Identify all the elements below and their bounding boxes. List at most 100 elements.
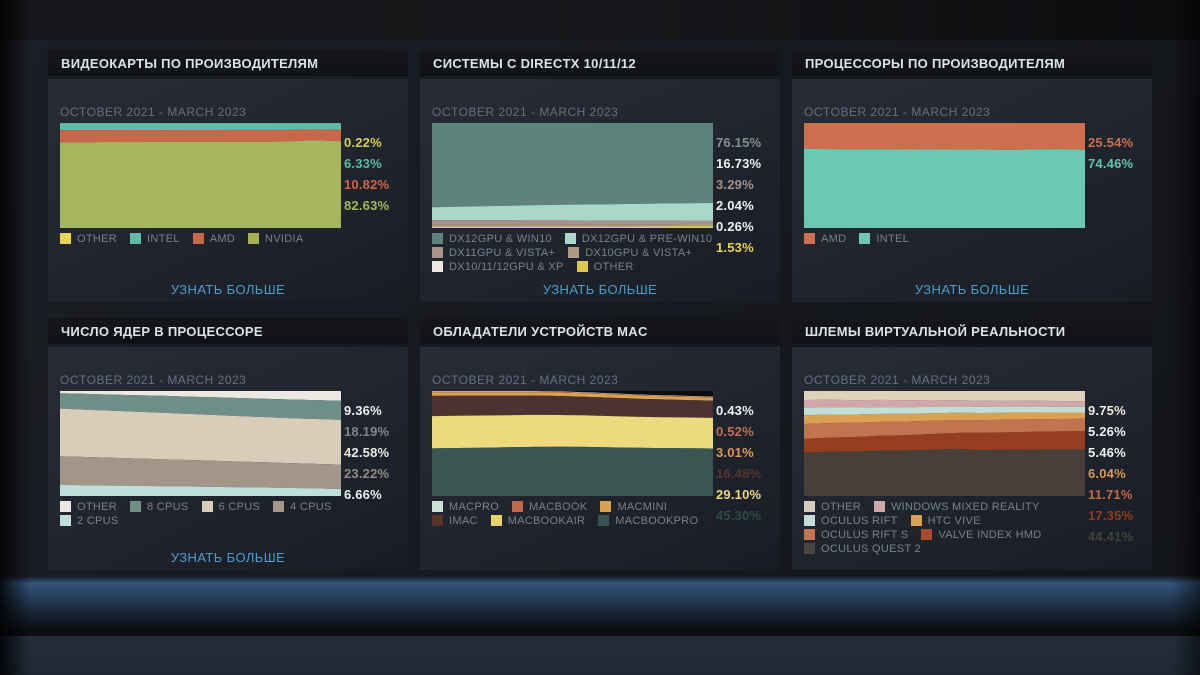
left-vignette: [0, 0, 30, 675]
percent-label: 23.22%: [344, 466, 390, 481]
legend-item-other: OTHER: [804, 501, 861, 513]
panel-directx-systems: СИСТЕМЫ С DIRECTX 10/11/12 OCTOBER 2021 -…: [420, 50, 780, 302]
legend-item-2-cpus: 2 CPUS: [60, 515, 119, 527]
area-layer-4-cpus: [60, 456, 341, 489]
date-range-label: OCTOBER 2021 - MARCH 2023: [432, 373, 619, 387]
legend-swatch: [432, 515, 443, 526]
legend-item-oculus-rift-s: OCULUS RIFT S: [804, 529, 908, 541]
percent-label: 74.46%: [1088, 156, 1134, 171]
legend-row: OTHER WINDOWS MIXED REALITY: [804, 500, 1148, 513]
legend-label: VALVE INDEX HMD: [938, 528, 1042, 541]
date-range-label: OCTOBER 2021 - MARCH 2023: [804, 373, 991, 387]
legend-row: 2 CPUS: [60, 514, 404, 527]
panel-body: OCTOBER 2021 - MARCH 2023 25.54% 74.46% AMD…: [792, 79, 1152, 302]
stacked-area-chart: [432, 391, 713, 496]
learn-more-link[interactable]: УЗНАТЬ БОЛЬШЕ: [914, 282, 1030, 297]
area-layer-dx12gpu-win10: [432, 123, 713, 208]
chart-legend: OTHER WINDOWS MIXED REALITY OCULUS RIFT HTC…: [804, 500, 1148, 556]
area-layer-6-cpus: [60, 408, 341, 465]
legend-swatch: [432, 501, 443, 512]
percent-label: 6.04%: [1088, 466, 1126, 481]
legend-label: OTHER: [77, 500, 117, 513]
date-range-label: OCTOBER 2021 - MARCH 2023: [60, 105, 247, 119]
legend-label: AMD: [821, 232, 847, 245]
legend-label: INTEL: [876, 232, 910, 245]
panel-cpu-manufacturers: ПРОЦЕССОРЫ ПО ПРОИЗВОДИТЕЛЯМ OCTOBER 2021…: [792, 50, 1152, 302]
area-layer-intel: [804, 148, 1085, 228]
percent-label: 29.10%: [716, 487, 762, 502]
chart-legend: OTHER 8 CPUS 6 CPUS 4 CPUS 2 CPUS: [60, 500, 404, 528]
percent-label: 0.43%: [716, 403, 754, 418]
percent-label: 0.26%: [716, 219, 754, 234]
chart-legend: MACPRO MACBOOK MACMINI IMAC MACBOOKAIR MACBOO…: [432, 500, 776, 528]
area-layer-oculus-rift: [804, 406, 1085, 416]
chart-legend: DX12GPU & WIN10 DX12GPU & PRE-WIN10 DX11GP…: [432, 232, 776, 274]
legend-label: OTHER: [77, 232, 117, 245]
legend-swatch: [568, 247, 580, 258]
legend-label: MACMINI: [617, 500, 668, 513]
legend-item-oculus-quest-2: OCULUS QUEST 2: [804, 543, 921, 555]
percent-label: 5.46%: [1088, 445, 1126, 460]
legend-swatch: [432, 233, 443, 244]
legend-item-8-cpus: 8 CPUS: [130, 501, 189, 513]
legend-item-amd: AMD: [804, 233, 846, 245]
panel-body: OCTOBER 2021 - MARCH 2023 9.36% 18.19% 42.5…: [48, 347, 408, 570]
percent-label: 3.29%: [716, 177, 754, 192]
legend-item-oculus-rift: OCULUS RIFT: [804, 515, 898, 527]
percent-label: 25.54%: [1088, 135, 1134, 150]
legend-swatch: [910, 515, 922, 526]
legend-label: OCULUS QUEST 2: [821, 542, 921, 555]
legend-swatch: [201, 501, 213, 512]
legend-label: DX12GPU & PRE-WIN10: [581, 232, 713, 245]
date-range-label: OCTOBER 2021 - MARCH 2023: [804, 105, 991, 119]
legend-item-htc-vive: HTC VIVE: [910, 515, 981, 527]
legend-row: OCULUS RIFT HTC VIVE: [804, 514, 1148, 527]
percent-label: 45.30%: [716, 508, 762, 523]
percent-labels-column: 9.75% 5.26% 5.46% 6.04% 11.71% 17.35% 44.41%: [1088, 400, 1150, 547]
footer-bar: [0, 636, 1200, 675]
legend-item-macbookair: MACBOOKAIR: [490, 515, 586, 527]
percent-label: 9.75%: [1088, 403, 1126, 418]
legend-item-macmini: MACMINI: [600, 501, 667, 513]
area-layer-amd: [60, 129, 341, 143]
learn-more-link[interactable]: УЗНАТЬ БОЛЬШЕ: [170, 282, 286, 297]
area-layer-8-cpus: [60, 393, 341, 420]
legend-swatch: [60, 233, 71, 244]
percent-label: 0.52%: [716, 424, 754, 439]
percent-label: 11.71%: [1088, 487, 1133, 502]
legend-item-dx10-11-12gpu-xp: DX10/11/12GPU & XP: [432, 261, 564, 273]
legend-label: DX10GPU & VISTA+: [585, 246, 693, 259]
legend-swatch: [130, 233, 141, 244]
legend-swatch: [804, 515, 815, 526]
area-layer-oculus-quest-2: [804, 448, 1085, 496]
legend-swatch: [490, 515, 502, 526]
panel-body: OCTOBER 2021 - MARCH 2023 76.15% 16.73% 3.2…: [420, 79, 780, 302]
legend-swatch: [60, 515, 71, 526]
area-layer-other: [804, 391, 1085, 402]
legend-item-nvidia: NVIDIA: [248, 233, 303, 245]
legend-row: OCULUS QUEST 2: [804, 542, 1148, 555]
learn-more-link[interactable]: УЗНАТЬ БОЛЬШЕ: [542, 282, 658, 297]
legend-label: INTEL: [147, 232, 180, 245]
stacked-area-chart: [60, 123, 341, 228]
legend-label: WINDOWS MIXED REALITY: [891, 500, 1040, 513]
legend-item-macbookpro: MACBOOKPRO: [598, 515, 698, 527]
legend-swatch: [432, 247, 443, 258]
panel-title: ШЛЕМЫ ВИРТУАЛЬНОЙ РЕАЛЬНОСТИ: [805, 323, 1066, 339]
legend-swatch: [512, 501, 524, 512]
percent-labels-column: 76.15% 16.73% 3.29% 2.04% 0.26% 1.53%: [716, 132, 778, 258]
legend-label: IMAC: [449, 514, 478, 527]
legend-item-dx10gpu-vista: DX10GPU & VISTA+: [568, 247, 692, 259]
area-layer-nvidia: [60, 140, 341, 228]
learn-more-link[interactable]: УЗНАТЬ БОЛЬШЕ: [170, 550, 286, 565]
legend-row: MACPRO MACBOOK MACMINI: [432, 500, 776, 513]
stacked-area-chart: [804, 123, 1085, 228]
legend-swatch: [192, 233, 204, 244]
percent-label: 1.53%: [716, 240, 754, 255]
survey-panels-grid: ВИДЕОКАРТЫ ПО ПРОИЗВОДИТЕЛЯМ OCTOBER 2021…: [48, 50, 1152, 570]
legend-swatch: [874, 501, 885, 512]
percent-labels-column: 9.36% 18.19% 42.58% 23.22% 6.66%: [344, 400, 406, 505]
legend-item-dx11gpu-vista: DX11GPU & VISTA+: [432, 247, 555, 259]
legend-item-other: OTHER: [60, 233, 117, 245]
legend-swatch: [600, 501, 612, 512]
